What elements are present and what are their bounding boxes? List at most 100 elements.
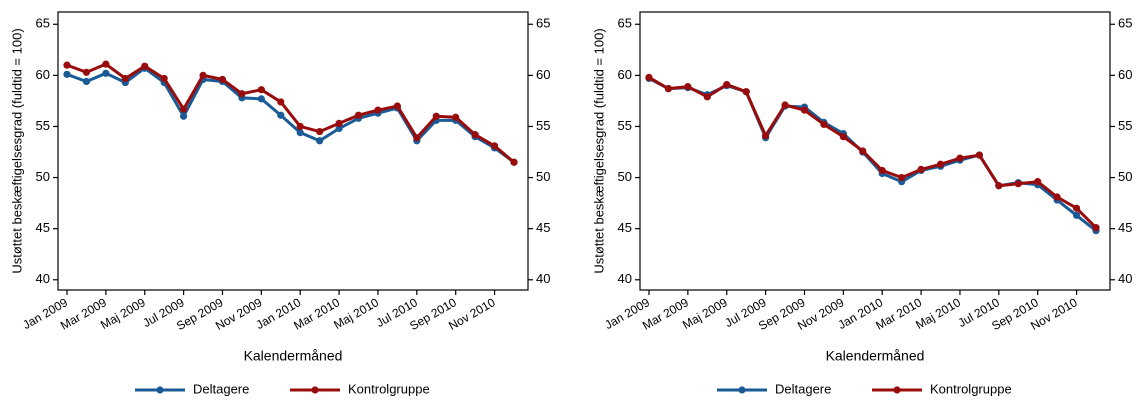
data-point bbox=[859, 147, 867, 155]
y-tick-label: 50 bbox=[36, 169, 50, 184]
legend-marker bbox=[738, 386, 746, 394]
data-point bbox=[1014, 180, 1022, 188]
y-tick-label: 65 bbox=[36, 16, 50, 31]
data-point bbox=[277, 111, 285, 119]
y-axis-label: Ustøttet beskæftigelsesgrad (fuldtid = 1… bbox=[591, 28, 606, 273]
data-point bbox=[1072, 204, 1081, 212]
y2-tick-label: 65 bbox=[1118, 16, 1132, 31]
data-point bbox=[63, 61, 71, 69]
y-tick-label: 45 bbox=[36, 220, 50, 235]
y-tick-label: 50 bbox=[618, 169, 632, 184]
y-axis-label: Ustøttet beskæftigelsesgrad (fuldtid = 1… bbox=[9, 28, 24, 273]
data-point bbox=[975, 151, 983, 159]
data-point bbox=[839, 133, 847, 141]
legend-label: Deltagere bbox=[193, 381, 249, 396]
data-point bbox=[995, 182, 1003, 190]
data-point bbox=[781, 101, 789, 109]
data-point bbox=[820, 120, 828, 129]
y-tick-label: 40 bbox=[618, 271, 632, 286]
legend-label: Kontrolgruppe bbox=[348, 381, 430, 396]
legend-marker bbox=[311, 386, 319, 394]
data-point bbox=[335, 119, 343, 128]
plot-frame bbox=[57, 11, 529, 291]
y2-tick-label: 65 bbox=[536, 16, 550, 31]
data-point bbox=[723, 80, 731, 89]
data-point bbox=[917, 165, 925, 173]
legend-label: Deltagere bbox=[775, 381, 831, 396]
data-point bbox=[238, 90, 246, 98]
y2-tick-label: 40 bbox=[1118, 271, 1132, 286]
data-point bbox=[180, 112, 188, 120]
data-point bbox=[742, 88, 750, 96]
data-point bbox=[413, 134, 421, 142]
data-point bbox=[490, 142, 499, 150]
data-point bbox=[335, 124, 343, 133]
data-point bbox=[510, 158, 518, 166]
data-point bbox=[296, 122, 304, 131]
data-point bbox=[63, 70, 71, 78]
data-point bbox=[199, 71, 207, 79]
y-tick-label: 60 bbox=[36, 67, 50, 82]
legend-marker bbox=[156, 386, 164, 394]
data-point bbox=[1053, 193, 1061, 201]
data-point bbox=[432, 112, 440, 120]
data-point bbox=[102, 60, 110, 68]
data-point bbox=[277, 98, 285, 106]
legend-label: Kontrolgruppe bbox=[930, 381, 1012, 396]
x-tick-label: Maj 2009 bbox=[680, 295, 730, 332]
y2-tick-label: 45 bbox=[1118, 220, 1132, 235]
data-point bbox=[452, 113, 460, 121]
y2-tick-label: 55 bbox=[536, 118, 550, 133]
data-point bbox=[1092, 224, 1100, 232]
data-point bbox=[1072, 211, 1081, 219]
y2-tick-label: 55 bbox=[1118, 118, 1132, 133]
data-point bbox=[393, 102, 401, 110]
data-point bbox=[664, 85, 673, 93]
data-point bbox=[257, 95, 265, 103]
y-tick-label: 55 bbox=[36, 118, 50, 133]
x-axis-label: Kalendermåned bbox=[244, 348, 343, 364]
data-point bbox=[645, 73, 653, 82]
data-point bbox=[316, 127, 324, 136]
data-point bbox=[82, 68, 91, 76]
data-point bbox=[684, 83, 692, 91]
series-line bbox=[648, 77, 1097, 232]
data-point bbox=[374, 106, 382, 114]
legend-marker bbox=[893, 386, 901, 394]
y2-tick-label: 40 bbox=[536, 271, 550, 286]
data-point bbox=[800, 106, 809, 114]
data-point bbox=[257, 86, 265, 94]
data-point bbox=[121, 74, 129, 83]
series-line bbox=[66, 62, 515, 164]
data-point bbox=[878, 166, 886, 175]
y-tick-label: 65 bbox=[618, 16, 632, 31]
x-axis-label: Kalendermåned bbox=[826, 348, 925, 364]
data-point bbox=[296, 129, 304, 137]
y-tick-label: 60 bbox=[618, 67, 632, 82]
data-point bbox=[102, 69, 110, 77]
data-point bbox=[936, 160, 945, 168]
data-point bbox=[956, 154, 964, 162]
y2-tick-label: 60 bbox=[536, 67, 550, 82]
y-tick-label: 55 bbox=[618, 118, 632, 133]
data-point bbox=[160, 74, 168, 83]
data-point bbox=[762, 132, 770, 140]
data-point bbox=[471, 131, 479, 139]
y2-tick-label: 45 bbox=[536, 220, 550, 235]
y-tick-label: 40 bbox=[36, 271, 50, 286]
x-tick-label: Maj 2010 bbox=[913, 295, 963, 332]
data-point bbox=[180, 105, 188, 113]
data-point bbox=[1034, 178, 1042, 186]
plot-frame bbox=[639, 11, 1111, 291]
data-point bbox=[218, 75, 227, 84]
y2-tick-label: 50 bbox=[1118, 169, 1132, 184]
data-point bbox=[141, 62, 149, 70]
data-point bbox=[898, 173, 906, 182]
data-point bbox=[703, 93, 711, 101]
x-tick-label: Maj 2010 bbox=[331, 295, 381, 332]
data-point bbox=[316, 137, 324, 145]
series-line bbox=[648, 76, 1098, 229]
